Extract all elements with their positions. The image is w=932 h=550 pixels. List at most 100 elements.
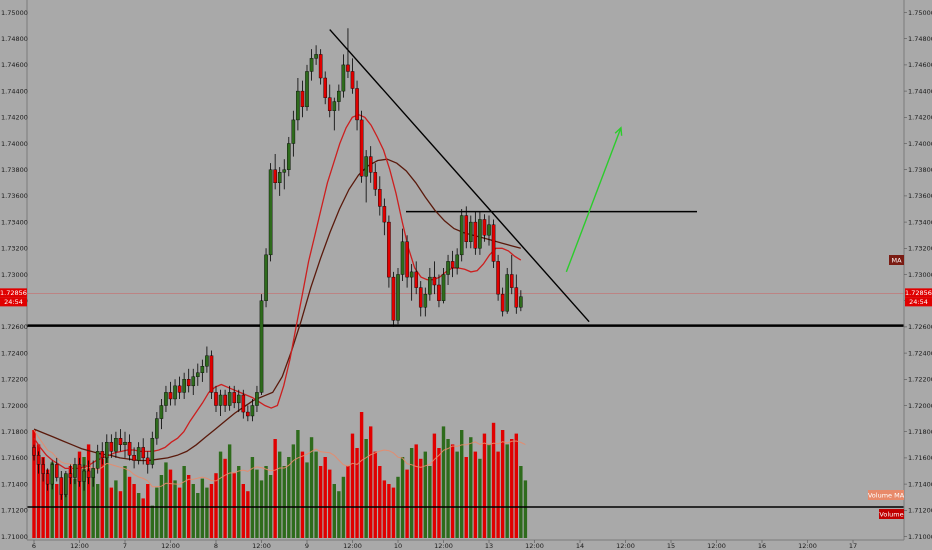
price-tick-label-right: 1.74800 xyxy=(908,35,932,43)
volume-bar xyxy=(73,478,77,538)
price-tick-label-left: 1.74400 xyxy=(1,87,28,95)
volume-bar xyxy=(155,487,159,538)
volume-bar xyxy=(300,451,305,538)
price-tick-label-right: 1.73000 xyxy=(908,271,932,279)
candle-body xyxy=(387,221,391,278)
candle-body xyxy=(432,276,437,286)
candle-body xyxy=(350,71,355,89)
time-tick-label: 12:00 xyxy=(616,542,635,550)
candle-body xyxy=(418,287,423,308)
candle-body xyxy=(318,54,323,79)
time-tick-label: 8 xyxy=(214,542,218,550)
price-tick-label-left: 1.74600 xyxy=(1,61,28,69)
candle-body xyxy=(64,473,68,495)
time-tick-label: 7 xyxy=(123,542,127,550)
candle-body xyxy=(514,287,519,308)
candle-body xyxy=(82,470,86,482)
price-tick-label-left: 1.71200 xyxy=(1,507,28,515)
volume-tag-box xyxy=(879,509,904,519)
volume-bar xyxy=(391,487,396,538)
price-tick-label-left: 1.75000 xyxy=(1,9,28,17)
candle-body xyxy=(296,90,300,121)
candle-body xyxy=(491,224,496,262)
candle-body xyxy=(241,394,246,413)
volume-bar xyxy=(369,426,373,538)
candle-body xyxy=(346,64,350,72)
time-tick-label: 10 xyxy=(394,542,402,550)
candle-body xyxy=(378,189,382,207)
candle-body xyxy=(150,438,155,465)
candle-body xyxy=(291,119,296,144)
volume-bar xyxy=(209,484,214,538)
volume-bar xyxy=(68,466,73,538)
volume-bar xyxy=(337,491,341,538)
candle-body xyxy=(205,355,209,367)
candle-body xyxy=(469,221,473,242)
candle-body xyxy=(141,447,146,459)
candle-body xyxy=(505,274,510,312)
candle-body xyxy=(300,90,305,108)
candle-body xyxy=(109,441,114,452)
price-tick-label-left: 1.73400 xyxy=(1,218,28,226)
fast-ma-layer xyxy=(33,113,522,470)
candle-body xyxy=(91,468,95,478)
volume-bar xyxy=(496,451,500,538)
slow-ma-line xyxy=(33,158,521,462)
volume-bar xyxy=(77,451,82,538)
volume-bar xyxy=(214,473,218,538)
candle-body xyxy=(409,271,414,278)
price-tick-label-right: 1.72000 xyxy=(908,402,932,410)
volume-bar xyxy=(50,462,54,538)
candle-body xyxy=(182,379,186,393)
candle-body xyxy=(100,451,105,459)
volume-bar xyxy=(514,433,518,538)
volume-bar xyxy=(332,484,336,538)
volume-bar xyxy=(59,487,63,538)
volume-bar xyxy=(136,493,141,538)
candle-body xyxy=(455,254,459,269)
volume-bar xyxy=(482,433,487,538)
countdown-badge-right-box xyxy=(905,297,932,307)
price-tick-label-left: 1.73000 xyxy=(1,271,28,279)
candle-body xyxy=(54,464,59,478)
volume-bar xyxy=(191,484,195,538)
candle-body xyxy=(459,215,464,256)
volume-bar xyxy=(400,457,405,538)
descending-trendline[interactable] xyxy=(329,29,590,323)
volume-bar xyxy=(373,451,377,538)
volume-bar xyxy=(278,451,282,538)
candle-body xyxy=(168,392,173,400)
volume-bar xyxy=(164,462,168,538)
volume-bar xyxy=(378,466,382,538)
volume-tag: Volume xyxy=(879,509,904,519)
volume-bar xyxy=(505,444,509,538)
price-tick-label-left: 1.71800 xyxy=(1,428,28,436)
volume-bar xyxy=(510,439,514,538)
forecast-arrow[interactable] xyxy=(565,127,622,273)
price-tick-label-right: 1.74200 xyxy=(908,114,932,122)
drawings xyxy=(329,29,623,323)
volume-bar xyxy=(287,457,291,538)
volume-bar xyxy=(305,462,309,538)
volume-bar xyxy=(523,480,528,538)
price-tick-label-left: 1.71400 xyxy=(1,480,28,488)
volume-bar xyxy=(314,451,318,538)
volume-bar xyxy=(96,484,100,538)
candle-body xyxy=(309,58,314,72)
candle-body xyxy=(173,385,177,400)
countdown-badge-left-box xyxy=(0,297,27,307)
time-tick-label: 12:00 xyxy=(434,542,453,550)
time-tick-label: 12:00 xyxy=(525,542,544,550)
candle-body xyxy=(509,274,514,288)
volume-ma-tag-text: Volume MA xyxy=(868,491,905,499)
candle-body xyxy=(223,394,227,406)
price-tick-label-right: 1.71000 xyxy=(908,533,932,541)
volume-bar xyxy=(346,466,350,538)
candle-body xyxy=(478,219,482,249)
time-tick-label: 12:00 xyxy=(70,542,89,550)
volume-bar xyxy=(132,484,136,538)
price-tick-label-right: 1.73600 xyxy=(908,192,932,200)
time-tick-label: 17 xyxy=(849,542,857,550)
